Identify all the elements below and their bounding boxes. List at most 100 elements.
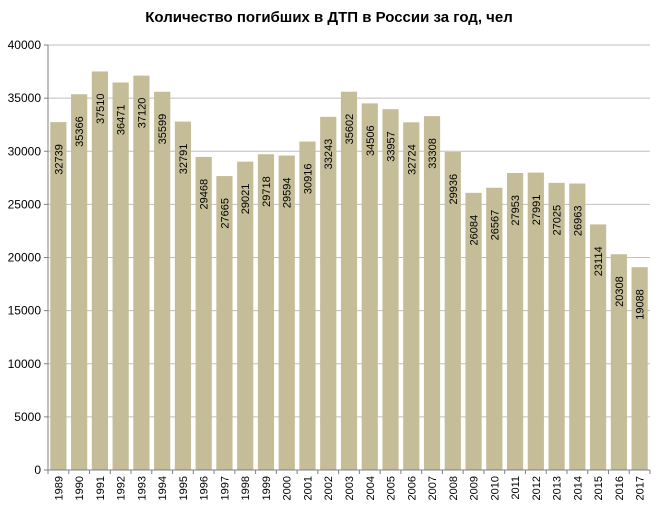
x-tick-label: 2009	[469, 476, 481, 500]
x-tick-label: 2006	[406, 476, 418, 500]
bar	[486, 187, 503, 470]
bar	[91, 71, 108, 471]
x-tick-label: 1992	[116, 476, 128, 500]
data-label: 37510	[95, 93, 107, 124]
bar	[361, 103, 378, 470]
data-label: 27025	[552, 205, 564, 236]
y-tick-label: 15000	[8, 304, 42, 318]
data-label: 26084	[469, 215, 481, 246]
bar	[237, 161, 254, 471]
bar	[423, 116, 441, 470]
data-label: 29021	[240, 184, 252, 215]
x-tick-label: 1990	[74, 476, 86, 500]
data-label: 20308	[614, 276, 626, 307]
data-label: 27953	[510, 195, 522, 226]
data-label: 26963	[572, 206, 584, 237]
bar	[465, 192, 482, 471]
bar	[154, 91, 171, 471]
bar	[50, 122, 67, 470]
y-tick-label: 0	[34, 463, 41, 477]
data-label: 30916	[302, 164, 314, 195]
y-tick-label: 30000	[8, 144, 42, 158]
data-label: 29936	[448, 174, 460, 205]
y-tick-label: 25000	[8, 197, 42, 211]
bar	[527, 172, 544, 470]
bar	[112, 82, 129, 470]
bars	[50, 71, 648, 471]
x-tick-label: 2010	[489, 476, 501, 500]
bar	[506, 172, 524, 470]
x-tick-label: 1998	[240, 476, 252, 500]
data-label: 34506	[365, 125, 377, 156]
data-label: 33243	[323, 139, 335, 170]
data-label: 32724	[406, 144, 418, 175]
data-label: 29468	[199, 179, 211, 210]
bar	[216, 176, 233, 470]
x-tick-label: 2017	[635, 476, 647, 500]
bar	[548, 182, 565, 470]
data-label: 27991	[531, 195, 543, 226]
data-label: 27665	[219, 198, 231, 229]
data-label: 32739	[53, 144, 65, 175]
bar	[257, 154, 275, 470]
data-label: 29594	[282, 178, 294, 209]
y-tick-label: 20000	[8, 251, 42, 265]
data-label: 35599	[157, 114, 169, 145]
bar	[320, 116, 337, 470]
data-label: 29718	[261, 176, 273, 207]
x-tick-label: 2012	[531, 476, 543, 500]
data-label: 33957	[386, 131, 398, 162]
x-tick-label: 2000	[282, 476, 294, 500]
x-tick-label: 1991	[95, 476, 107, 500]
x-tick-label: 1995	[178, 476, 190, 500]
x-tick-label: 2014	[572, 476, 584, 500]
x-tick-label: 2004	[365, 476, 377, 500]
x-tick-label: 2008	[448, 476, 460, 500]
data-label: 32791	[178, 144, 190, 175]
bar	[569, 183, 586, 470]
bar	[133, 75, 150, 470]
data-label: 35602	[344, 114, 356, 145]
bar	[71, 94, 88, 470]
x-tick-label: 1989	[53, 476, 65, 500]
bar	[382, 109, 399, 470]
x-tick-label: 1997	[219, 476, 231, 500]
y-tick-label: 40000	[8, 38, 42, 52]
bar	[610, 254, 627, 470]
bar	[403, 122, 420, 471]
x-tick-label: 2001	[302, 476, 314, 500]
x-axis-ticks: 1989 1990 1991 1992 1993 1994 1995 1996 1997 1998…	[47, 470, 651, 500]
x-tick-label: 2003	[344, 476, 356, 500]
y-tick-label: 5000	[14, 410, 41, 424]
bar	[590, 224, 607, 470]
data-label: 26567	[489, 210, 501, 241]
data-label: 37120	[136, 98, 148, 129]
data-label: 23114	[593, 246, 605, 276]
chart-title: Количество погибших в ДТП в России за го…	[145, 9, 513, 26]
bar	[631, 267, 648, 470]
data-label: 36471	[116, 104, 128, 135]
bar	[174, 121, 192, 470]
data-labels: 32739 35366 37510 36471 37120 35599 32791 29468…	[53, 93, 646, 319]
x-tick-label: 2013	[552, 476, 564, 500]
x-tick-label: 1994	[157, 476, 169, 500]
x-tick-label: 2015	[593, 476, 605, 500]
data-label: 33308	[427, 138, 439, 169]
x-tick-label: 2016	[614, 476, 626, 500]
data-label: 19088	[635, 289, 647, 320]
x-tick-label: 2007	[427, 476, 439, 500]
y-tick-label: 35000	[8, 91, 42, 105]
x-tick-label: 2002	[323, 476, 335, 500]
bar	[278, 155, 295, 470]
x-tick-label: 2005	[386, 476, 398, 500]
bar	[444, 151, 461, 470]
x-tick-label: 1993	[136, 476, 148, 500]
x-tick-label: 2011	[510, 476, 522, 500]
y-axis-ticks: 0 5000 10000 15000 20000 25000 30000 35000 40000	[8, 38, 48, 477]
x-tick-label: 1999	[261, 476, 273, 500]
bar	[299, 141, 316, 470]
bar	[340, 91, 358, 470]
bar	[195, 156, 212, 470]
y-tick-label: 10000	[8, 357, 42, 371]
